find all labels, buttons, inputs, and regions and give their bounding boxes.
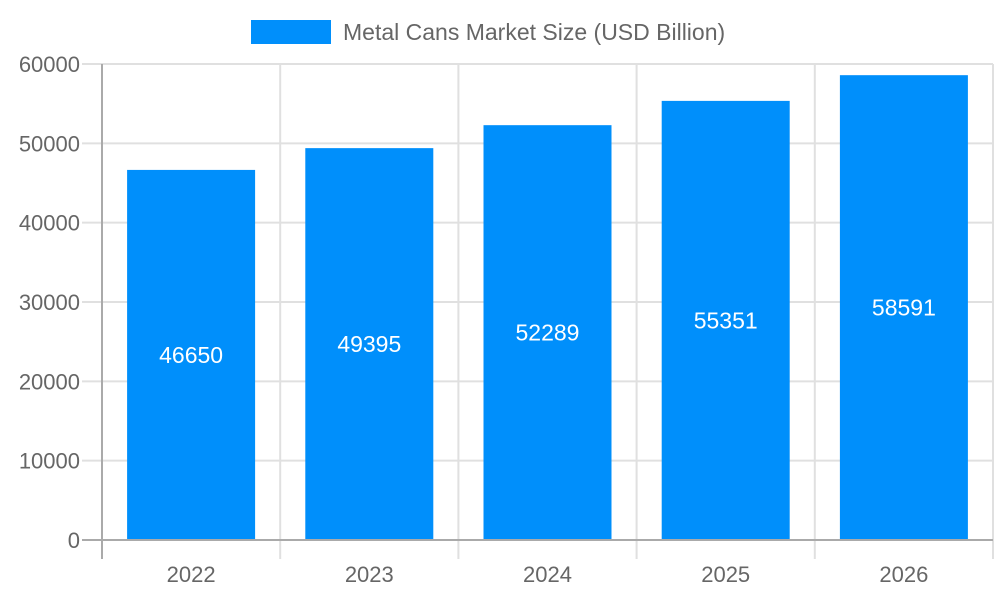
y-tick-label: 30000: [19, 290, 80, 315]
x-tick-label: 2022: [167, 562, 216, 587]
y-tick-label: 10000: [19, 449, 80, 474]
x-tick-label: 2025: [701, 562, 750, 587]
x-tick-label: 2023: [345, 562, 394, 587]
bar-2024: [483, 125, 612, 540]
data-label: 52289: [516, 320, 580, 346]
bar-2023: [305, 148, 434, 540]
y-tick-label: 40000: [19, 211, 80, 236]
y-tick-label: 20000: [19, 369, 80, 394]
data-label: 46650: [159, 342, 223, 368]
legend-swatch: [251, 20, 331, 44]
bar-2022: [127, 169, 256, 540]
data-label: 58591: [872, 295, 936, 321]
data-label: 55351: [694, 307, 758, 333]
legend-label: Metal Cans Market Size (USD Billion): [343, 19, 725, 45]
legend[interactable]: Metal Cans Market Size (USD Billion): [251, 19, 725, 45]
bar-2026: [839, 75, 968, 540]
y-tick-label: 0: [68, 528, 80, 553]
x-tick-label: 2026: [879, 562, 928, 587]
bar-2025: [661, 100, 790, 540]
x-tick-label: 2024: [523, 562, 572, 587]
data-label: 49395: [337, 331, 401, 357]
axes: 0 10000 20000 30000 40000 50000 60000 2022 2023 2…: [19, 52, 993, 587]
y-tick-label: 60000: [19, 52, 80, 77]
bars: 46650 49395 52289 55351 58591: [127, 75, 968, 540]
y-tick-label: 50000: [19, 131, 80, 156]
